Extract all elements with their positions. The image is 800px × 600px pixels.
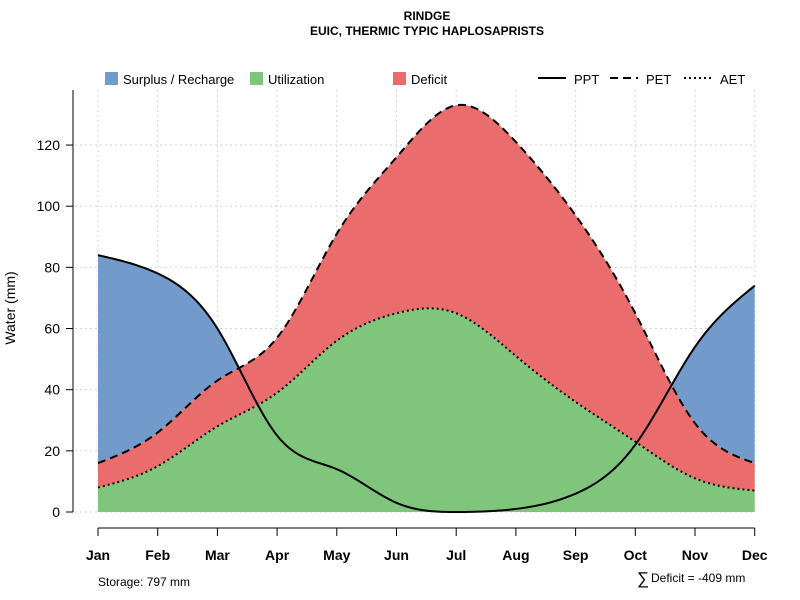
legend-label-aet: AET [720, 72, 745, 87]
surplus-area [98, 104, 755, 464]
x-tick-label-may: May [323, 547, 350, 563]
legend-label-surplus-recharge: Surplus / Recharge [123, 72, 234, 87]
legend-label-pet: PET [646, 72, 671, 87]
deficit-note: Deficit = -409 mm [651, 571, 745, 585]
x-tick-label-mar: Mar [205, 547, 230, 563]
y-tick-label: 20 [44, 443, 60, 459]
storage-note: Storage: 797 mm [98, 575, 190, 589]
x-tick-label-aug: Aug [502, 547, 529, 563]
x-tick-label-jul: Jul [446, 547, 466, 563]
legend-label-deficit: Deficit [411, 72, 448, 87]
series-lines [97, 103, 756, 513]
x-tick-label-jan: Jan [86, 547, 110, 563]
y-tick-label: 100 [37, 198, 61, 214]
y-tick-label: 0 [52, 504, 60, 520]
legend-label-utilization: Utilization [268, 72, 324, 87]
y-tick-label: 60 [44, 321, 60, 337]
x-tick-label-apr: Apr [265, 547, 290, 563]
x-tick-label-sep: Sep [563, 547, 589, 563]
utilization-area [98, 308, 755, 512]
chart-title: RINDGE [404, 9, 451, 23]
x-tick-label-nov: Nov [682, 547, 709, 563]
x-tick-label-jun: Jun [384, 547, 409, 563]
deficit-area [98, 104, 755, 491]
x-tick-label-feb: Feb [145, 547, 170, 563]
legend-label-ppt: PPT [574, 72, 599, 87]
axes: 0 20 40 60 80 100 120 Jan Feb Mar Apr May Jun Jul Aug S… [37, 90, 768, 563]
legend-swatch-utilization [250, 72, 263, 85]
y-tick-label: 40 [44, 382, 60, 398]
sum-symbol: ∑ [637, 569, 649, 588]
pet-line [97, 103, 756, 465]
legend: Surplus / Recharge Utilization Deficit PPT P… [105, 72, 745, 87]
legend-swatch-deficit [393, 72, 406, 85]
chart-subtitle: EUIC, THERMIC TYPIC HAPLOSAPRISTS [310, 24, 544, 38]
area-fills [98, 104, 755, 512]
y-tick-label: 80 [44, 259, 60, 275]
legend-swatch-surplus-recharge [105, 72, 118, 85]
y-axis-label: Water (mm) [2, 271, 18, 344]
x-tick-label-dec: Dec [742, 547, 768, 563]
y-tick-label: 120 [37, 137, 61, 153]
ppt-line [97, 254, 756, 513]
x-tick-label-oct: Oct [624, 547, 648, 563]
